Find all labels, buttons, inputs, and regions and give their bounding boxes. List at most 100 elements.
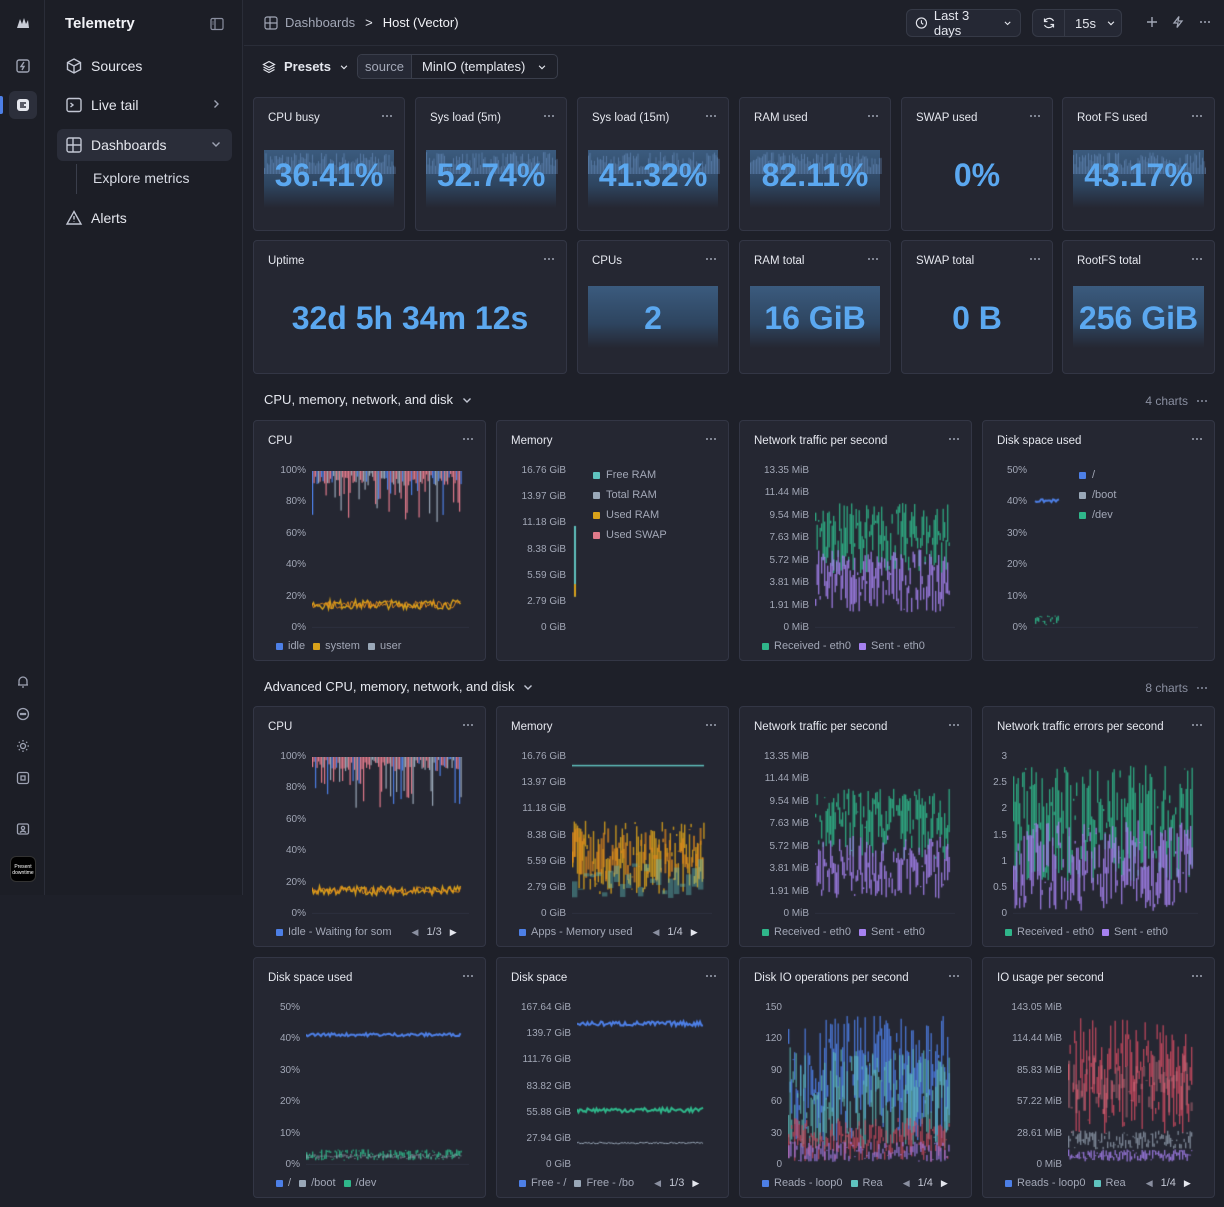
legend-label[interactable]: Reads - loop0 bbox=[1017, 1177, 1086, 1189]
chart-panel-net1[interactable]: Network traffic per second 13.35 MiB 11.44… bbox=[739, 420, 972, 661]
legend-label[interactable]: Idle - Waiting for som bbox=[288, 926, 392, 938]
chart-panel-iousage[interactable]: IO usage per second 143.05 MiB 114.44 MiB 8… bbox=[982, 957, 1215, 1198]
add-icon[interactable] bbox=[1145, 15, 1159, 29]
refresh-button[interactable] bbox=[1033, 10, 1065, 36]
more-icon[interactable] bbox=[1198, 15, 1212, 29]
panel-menu-icon[interactable] bbox=[1190, 111, 1204, 121]
legend-label[interactable]: system bbox=[325, 640, 360, 652]
panel-menu-icon[interactable] bbox=[542, 111, 556, 121]
sidebar-item-live-tail[interactable]: Live tail bbox=[57, 89, 232, 121]
stat-panel-sys-load-5m[interactable]: Sys load (5m) 52.74% bbox=[415, 97, 567, 231]
panel-menu-icon[interactable] bbox=[947, 434, 961, 444]
sidebar-item-sources[interactable]: Sources bbox=[57, 50, 232, 82]
stat-panel-cpus[interactable]: CPUs 2 bbox=[577, 240, 729, 374]
next-page-icon[interactable]: ▶ bbox=[692, 1177, 700, 1188]
legend-label[interactable]: Sent - eth0 bbox=[1114, 926, 1168, 938]
chart-plot-diskspace[interactable] bbox=[577, 1008, 712, 1165]
stat-panel-swap-used[interactable]: SWAP used 0% bbox=[901, 97, 1053, 231]
panel-menu-icon[interactable] bbox=[947, 971, 961, 981]
panel-menu-icon[interactable] bbox=[866, 254, 880, 264]
next-page-icon[interactable]: ▶ bbox=[940, 1177, 948, 1188]
stat-panel-cpu-busy[interactable]: CPU busy 36.41% bbox=[253, 97, 405, 231]
panel-menu-icon[interactable] bbox=[380, 111, 394, 121]
panel-menu-icon[interactable] bbox=[1190, 720, 1204, 730]
legend-label[interactable]: Received - eth0 bbox=[774, 926, 852, 938]
chart-panel-disk1[interactable]: Disk space used 50% 40% 30% 20% 10% 0% / /boot/d… bbox=[982, 420, 1215, 661]
telemetry-icon[interactable] bbox=[9, 91, 37, 119]
chart-panel-neterr[interactable]: Network traffic errors per second 3 2.5 2 1.… bbox=[982, 706, 1215, 947]
chart-panel-mem1[interactable]: Memory 16.76 GiB 13.97 GiB 11.18 GiB 8.38 Gi… bbox=[496, 420, 729, 661]
panel-menu-icon[interactable] bbox=[704, 434, 718, 444]
user-profile-icon[interactable] bbox=[9, 815, 37, 843]
chart-panel-net2[interactable]: Network traffic per second 13.35 MiB 11.44… bbox=[739, 706, 972, 947]
legend-item[interactable]: Used SWAP bbox=[593, 525, 667, 545]
legend-label[interactable]: Apps - Memory used bbox=[531, 926, 633, 938]
chart-plot-net1[interactable] bbox=[815, 471, 955, 628]
chart-panel-cpu2[interactable]: CPU 100% 80% 60% 40% 20% 0% Idle - Waiting for … bbox=[253, 706, 486, 947]
chart-plot-cpu2[interactable] bbox=[312, 757, 469, 914]
presets-button[interactable]: Presets bbox=[262, 59, 349, 74]
stat-panel-ram-total[interactable]: RAM total 16 GiB bbox=[739, 240, 891, 374]
legend-label[interactable]: Received - eth0 bbox=[774, 640, 852, 652]
prev-page-icon[interactable]: ◀ bbox=[654, 1177, 662, 1188]
panel-menu-icon[interactable] bbox=[461, 434, 475, 444]
panel-menu-icon[interactable] bbox=[1190, 254, 1204, 264]
stat-panel-swap-total[interactable]: SWAP total 0 B bbox=[901, 240, 1053, 374]
legend-item[interactable]: /boot bbox=[1079, 485, 1116, 505]
sun-icon[interactable] bbox=[9, 732, 37, 760]
panel-menu-icon[interactable] bbox=[1028, 111, 1042, 121]
stat-panel-root-fs-used[interactable]: Root FS used 43.17% bbox=[1062, 97, 1215, 231]
sidebar-item-dashboards[interactable]: Dashboards bbox=[57, 129, 232, 161]
legend-label[interactable]: / bbox=[288, 1177, 292, 1189]
sidebar-toggle-icon[interactable] bbox=[210, 17, 224, 31]
panel-menu-icon[interactable] bbox=[704, 971, 718, 981]
sidebar-item-explore-metrics[interactable]: Explore metrics bbox=[93, 170, 190, 186]
refresh-control[interactable]: 15s bbox=[1032, 9, 1122, 37]
legend-label[interactable]: Received - eth0 bbox=[1017, 926, 1095, 938]
legend-label[interactable]: Free - / bbox=[531, 1177, 567, 1189]
prev-page-icon[interactable]: ◀ bbox=[411, 926, 419, 937]
lightning-icon[interactable] bbox=[1171, 15, 1185, 29]
more-icon[interactable] bbox=[1196, 683, 1208, 693]
legend-item[interactable]: Used RAM bbox=[593, 505, 667, 525]
stat-panel-ram-used[interactable]: RAM used 82.11% bbox=[739, 97, 891, 231]
prev-page-icon[interactable]: ◀ bbox=[902, 1177, 910, 1188]
chat-icon[interactable] bbox=[9, 700, 37, 728]
chart-plot-neterr[interactable] bbox=[1013, 757, 1198, 914]
lightning-icon[interactable] bbox=[9, 52, 37, 80]
panel-menu-icon[interactable] bbox=[947, 720, 961, 730]
next-page-icon[interactable]: ▶ bbox=[1183, 1177, 1191, 1188]
legend-label[interactable]: Sent - eth0 bbox=[871, 926, 925, 938]
present-downtime-badge[interactable]: Present downtime bbox=[10, 856, 36, 882]
chart-plot-mem2[interactable] bbox=[572, 757, 712, 914]
stat-panel-rootfs-total[interactable]: RootFS total 256 GiB bbox=[1062, 240, 1215, 374]
chart-plot-disk1[interactable] bbox=[1033, 471, 1198, 628]
source-filter[interactable]: source MinIO (templates) bbox=[357, 54, 559, 79]
legend-label[interactable]: Free - /bo bbox=[586, 1177, 635, 1189]
chart-panel-disk2[interactable]: Disk space used 50% 40% 30% 20% 10% 0% / /boot/d… bbox=[253, 957, 486, 1198]
section-header-1[interactable]: CPU, memory, network, and disk bbox=[264, 392, 473, 407]
next-page-icon[interactable]: ▶ bbox=[449, 926, 457, 937]
chart-plot-cpu1[interactable] bbox=[312, 471, 469, 628]
command-icon[interactable] bbox=[9, 764, 37, 792]
prev-page-icon[interactable]: ◀ bbox=[652, 926, 660, 937]
panel-menu-icon[interactable] bbox=[542, 254, 556, 264]
panel-menu-icon[interactable] bbox=[461, 971, 475, 981]
panel-menu-icon[interactable] bbox=[704, 254, 718, 264]
breadcrumb-dashboards[interactable]: Dashboards bbox=[285, 15, 356, 30]
source-filter-value[interactable]: MinIO (templates) bbox=[412, 59, 557, 74]
legend-label[interactable]: /boot bbox=[311, 1177, 336, 1189]
stat-panel-uptime[interactable]: Uptime 32d 5h 34m 12s bbox=[253, 240, 567, 374]
panel-menu-icon[interactable] bbox=[704, 111, 718, 121]
legend-item[interactable]: Total RAM bbox=[593, 485, 667, 505]
legend-label[interactable]: user bbox=[379, 640, 402, 652]
panel-menu-icon[interactable] bbox=[866, 111, 880, 121]
logo-icon[interactable] bbox=[9, 9, 37, 37]
chart-plot-net2[interactable] bbox=[815, 757, 955, 914]
chart-plot-disk2[interactable] bbox=[306, 1008, 469, 1165]
chart-panel-diskspace[interactable]: Disk space 167.64 GiB 139.7 GiB 111.76 GiB 8… bbox=[496, 957, 729, 1198]
chart-plot-iousage[interactable] bbox=[1068, 1008, 1198, 1165]
more-icon[interactable] bbox=[1196, 396, 1208, 406]
panel-menu-icon[interactable] bbox=[461, 720, 475, 730]
chart-panel-cpu1[interactable]: CPU 100% 80% 60% 40% 20% 0% idle system user bbox=[253, 420, 486, 661]
